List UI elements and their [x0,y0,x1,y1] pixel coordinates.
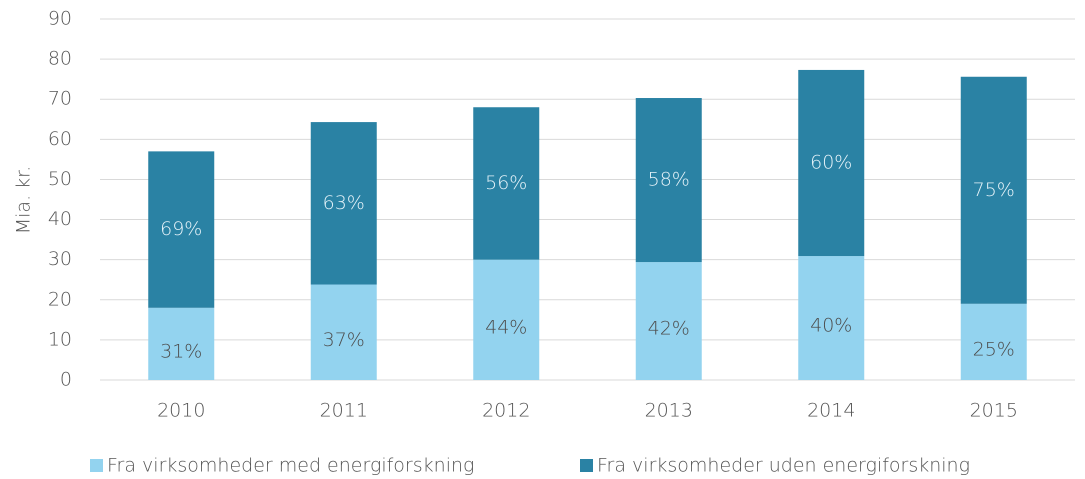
bar-segment [798,69,865,257]
y-tick-label: 10 [48,328,72,350]
data-label: 60% [810,151,852,173]
data-label: 56% [485,172,527,194]
legend-label: Fra virksomheder med energiforskning [107,455,474,477]
y-tick-label: 40 [48,208,72,230]
bar-segment [635,262,702,380]
bar-segment [310,122,377,285]
data-label: 37% [323,329,365,351]
data-label: 58% [648,169,690,191]
y-tick-label: 70 [48,88,72,110]
y-tick-label: 50 [48,168,72,190]
bar-segment [960,76,1027,304]
y-tick-label: 90 [48,8,72,30]
x-tick-label: 2010 [157,400,205,422]
data-label: 25% [973,338,1015,360]
legend-swatch [90,459,103,472]
x-tick-label: 2015 [970,400,1018,422]
data-label: 42% [648,318,690,340]
data-label: 63% [323,192,365,214]
data-label: 44% [485,316,527,338]
data-label: 40% [810,315,852,337]
legend-label: Fra virksomheder uden energiforskning [597,455,970,477]
data-label: 69% [160,218,202,240]
x-tick-label: 2013 [645,400,693,422]
bar-segment [148,151,215,308]
data-label: 75% [973,179,1015,201]
bar-segment [635,98,702,263]
y-tick-label: 80 [48,48,72,70]
x-tick-label: 2011 [320,400,368,422]
bar-segment [473,259,540,380]
bar-segment [798,256,865,380]
bar-segment [310,284,377,380]
y-tick-label: 20 [48,288,72,310]
x-tick-label: 2014 [807,400,855,422]
y-axis-label: Mia. kr. [13,166,35,235]
data-label: 31% [160,340,202,362]
legend-swatch [580,459,593,472]
bar-segment [960,303,1027,380]
bar-segment [473,107,540,260]
bar-segment [148,307,215,380]
y-tick-label: 30 [48,248,72,270]
x-tick-label: 2012 [482,400,530,422]
y-tick-label: 60 [48,128,72,150]
y-tick-label: 0 [60,369,72,391]
